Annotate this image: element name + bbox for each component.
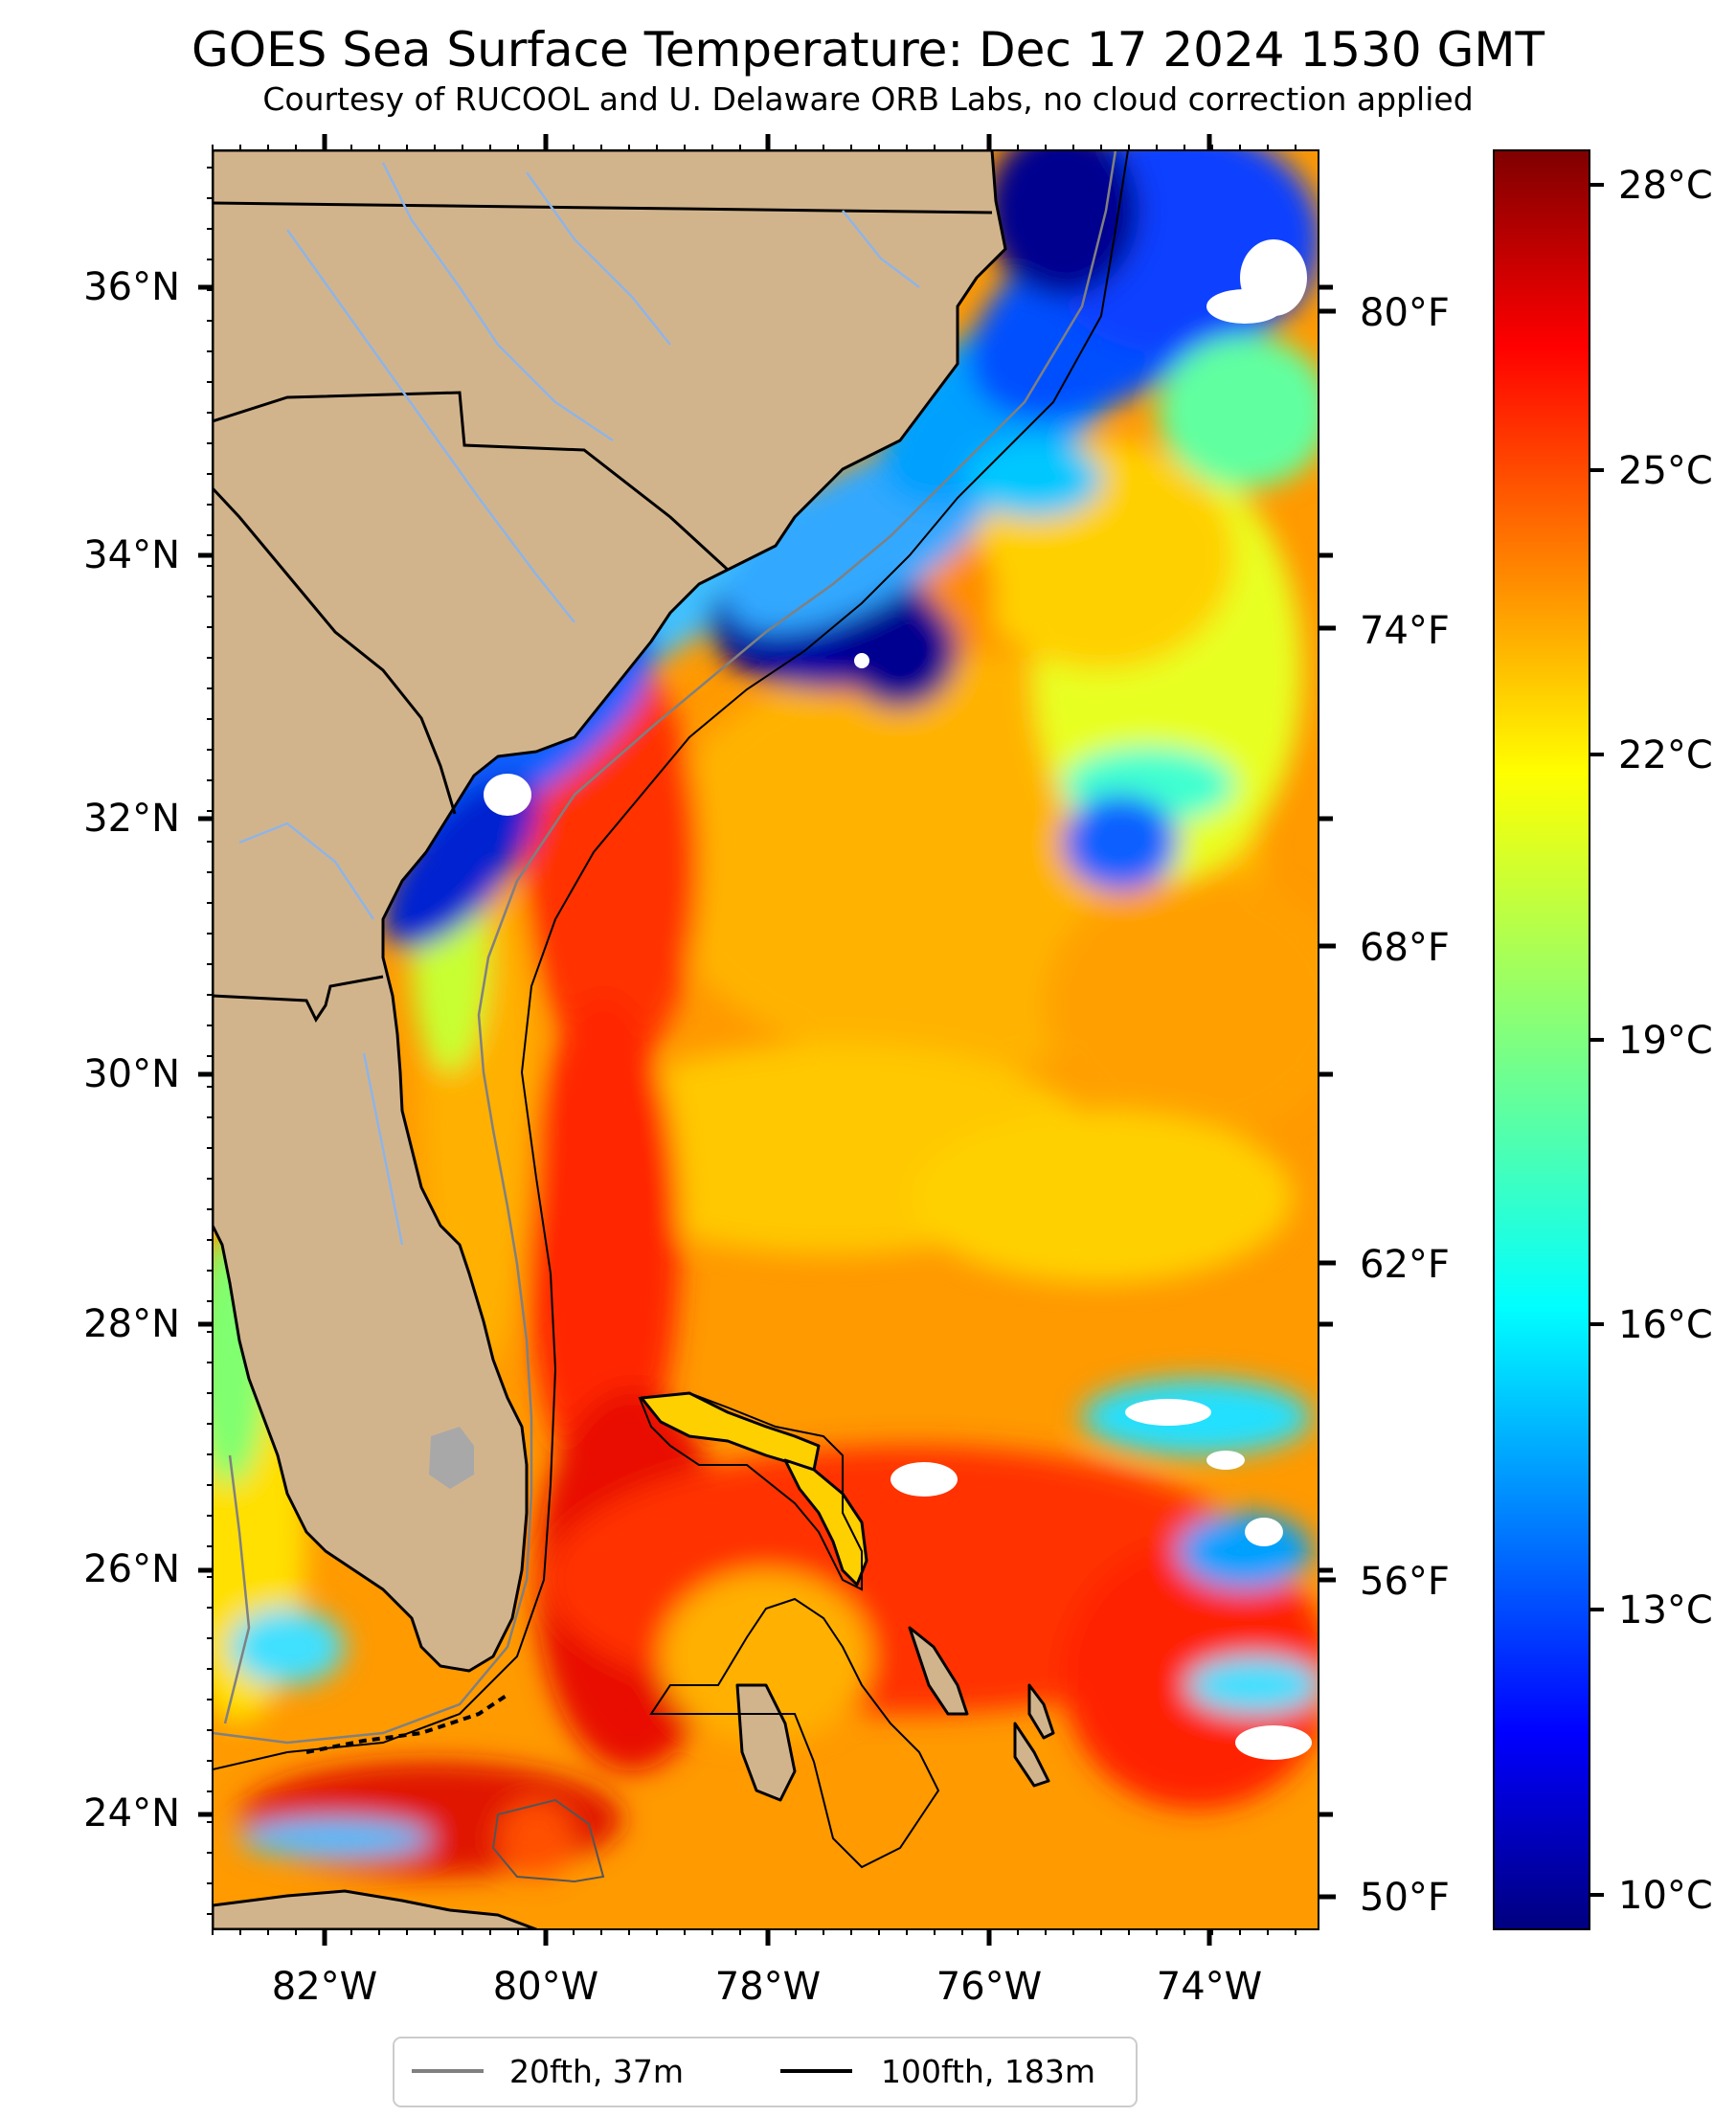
- colorbar-ticks: [1589, 183, 1604, 1897]
- f-label-56: 56°F: [1360, 1560, 1450, 1604]
- cbar-label-19: 19°C: [1618, 1019, 1713, 1063]
- isobath-20fth: [213, 150, 1117, 1745]
- f-label-68: 68°F: [1360, 926, 1450, 970]
- lon-label-78: 78°W: [715, 1965, 821, 2009]
- lon-label-80: 80°W: [493, 1965, 598, 2009]
- f-label-50: 50°F: [1360, 1876, 1450, 1920]
- exuma: [1013, 1722, 1050, 1788]
- cbar-label-22: 22°C: [1618, 733, 1713, 777]
- lat-label-30: 30°N: [83, 1052, 180, 1096]
- isobath-legend: 20fth, 37m 100fth, 183m: [393, 2037, 1138, 2107]
- grand-bahama-bank-outline: [638, 1391, 863, 1591]
- fahrenheit-labels: 80°F 74°F 68°F 62°F 56°F 50°F: [1360, 291, 1450, 1920]
- cbar-label-10: 10°C: [1618, 1874, 1713, 1918]
- f-label-80: 80°F: [1360, 291, 1450, 335]
- chart-title: GOES Sea Surface Temperature: Dec 17 202…: [191, 22, 1545, 78]
- legend-box: [393, 2037, 1138, 2107]
- lat-label-24: 24°N: [83, 1791, 180, 1835]
- cat-island: [1027, 1683, 1055, 1740]
- f-label-62: 62°F: [1360, 1243, 1450, 1287]
- florida-keys: [305, 1693, 509, 1754]
- lon-label-74: 74°W: [1157, 1965, 1262, 2009]
- abaco: [783, 1458, 868, 1587]
- sst-field: [213, 150, 1319, 1877]
- colorbar-labels: 28°C 25°C 22°C 19°C 16°C 13°C 10°C: [1618, 164, 1713, 1918]
- us-mainland: [213, 150, 1007, 1673]
- lon-labels: 82°W 80°W 78°W 76°W 74°W: [272, 1965, 1262, 2009]
- lon-label-76: 76°W: [936, 1965, 1042, 2009]
- lake-okeechobee: [429, 1427, 474, 1489]
- f-label-74: 74°F: [1360, 609, 1450, 653]
- cbar-label-28: 28°C: [1618, 164, 1713, 208]
- eleuthera: [908, 1626, 969, 1716]
- cbar-label-25: 25°C: [1618, 449, 1713, 493]
- cbar-label-16: 16°C: [1618, 1303, 1713, 1347]
- lat-label-26: 26°N: [83, 1547, 180, 1591]
- lat-label-34: 34°N: [83, 533, 180, 577]
- lat-label-32: 32°N: [83, 797, 180, 841]
- state-borders: [213, 201, 993, 1023]
- lon-label-82: 82°W: [272, 1965, 377, 2009]
- cloud-no-data-patches: [484, 239, 1312, 1760]
- lat-labels: 36°N 34°N 32°N 30°N 28°N 26°N 24°N: [83, 265, 180, 1835]
- land-masses: [213, 150, 1055, 1929]
- axis-ticks: [198, 134, 1336, 1946]
- legend-20fth-label: 20fth, 37m: [509, 2053, 684, 2090]
- colorbar: [1493, 149, 1590, 1930]
- lat-label-36: 36°N: [83, 265, 180, 309]
- cbar-label-13: 13°C: [1618, 1588, 1713, 1633]
- chart-subtitle: Courtesy of RUCOOL and U. Delaware ORB L…: [262, 80, 1474, 118]
- legend-100fth-label: 100fth, 183m: [881, 2053, 1095, 2090]
- cuba: [213, 1889, 538, 1929]
- rivers: [238, 162, 920, 1246]
- isobath-100fth: [213, 150, 1129, 1883]
- grand-bahama: [640, 1391, 821, 1472]
- map-panel: [213, 150, 1319, 1929]
- lat-label-28: 28°N: [83, 1302, 180, 1346]
